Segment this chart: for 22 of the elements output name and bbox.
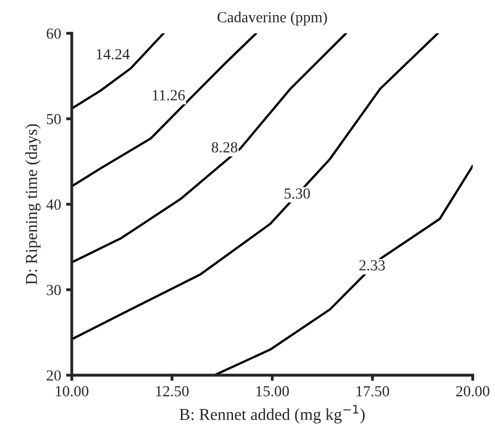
y-tick-label: 30 [46,284,61,296]
y-tick-label: 60 [46,28,61,39]
line-series [213,164,473,376]
annotation: 11.26 [152,90,185,100]
y-tick-label: 20 [46,370,61,381]
y-axis-title: D: Ripening time (days) [25,124,41,285]
chart-title: Cadaverine (ppm) [218,12,327,26]
annotation: 5.30 [284,188,310,199]
annotation: 2.33 [359,260,385,271]
line-series [72,33,258,188]
annotation: 8.28 [212,142,238,153]
x-tick-label: 12.50 [156,386,189,396]
x-tick-label: 10.00 [56,386,88,396]
y-tick-label: 50 [46,114,61,124]
y-tick-label: 40 [46,199,61,210]
line-series [72,33,348,264]
x-tick-label: 17.50 [356,386,390,396]
x-axis-title: B: Rennet added (mg kg$^{−1}$) [180,405,365,424]
x-tick-label: 15.00 [256,386,289,396]
line-series [72,33,439,340]
annotation: 14.24 [96,49,130,60]
x-tick-label: 20.00 [456,386,490,396]
